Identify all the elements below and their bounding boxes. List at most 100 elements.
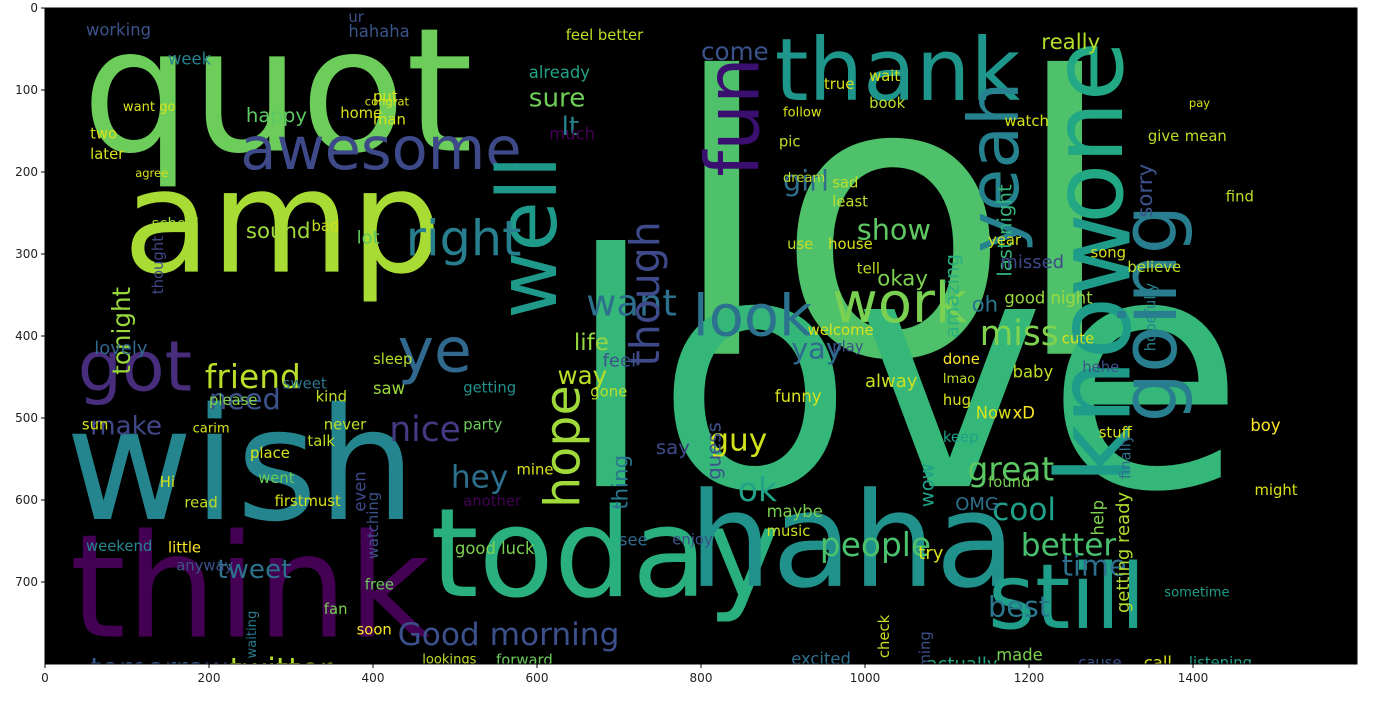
word-lot: lot — [357, 228, 380, 249]
y-tick-label: 400 — [15, 329, 38, 343]
word-fan: fan — [324, 601, 348, 618]
word-still: still — [988, 545, 1146, 650]
word-working: working — [86, 21, 151, 40]
word-excited: excited — [791, 650, 851, 669]
word-might: might — [1255, 482, 1298, 499]
word-man: man — [373, 112, 406, 129]
word-two: two — [90, 125, 117, 142]
word-call: call — [1144, 654, 1172, 673]
y-tick-label: 200 — [15, 165, 38, 179]
word-getting: getting — [463, 380, 516, 397]
word-right: right — [406, 210, 522, 268]
x-tick-label: 400 — [362, 671, 385, 685]
word-good-night: good night — [1004, 289, 1093, 308]
word-funny: funny — [775, 387, 822, 406]
word-hug: hug — [943, 392, 971, 409]
word-cause: cause — [1078, 654, 1121, 671]
word-wish: wish — [66, 374, 417, 556]
word-soon: soon — [357, 622, 392, 639]
word-never: never — [324, 417, 367, 434]
word-forward: forward — [496, 652, 553, 669]
word-fun: fun — [691, 57, 777, 177]
word-feel: feel — [603, 351, 637, 372]
word-tell: tell — [857, 261, 880, 278]
word-going: going — [1105, 205, 1195, 423]
word-come: come — [701, 37, 769, 66]
word-maybe: maybe — [767, 502, 823, 521]
word-show: show — [857, 213, 931, 247]
word-got: got — [78, 326, 192, 407]
word-much: much — [549, 125, 595, 144]
x-tick-label: 1200 — [1014, 671, 1045, 685]
word-true: true — [824, 76, 854, 93]
word-life: life — [574, 330, 609, 356]
word-girl: girl — [783, 163, 829, 197]
word-pic: pic — [779, 134, 801, 151]
y-tick-label: 300 — [15, 247, 38, 261]
word-lol: lol — [668, 0, 1118, 445]
word-baby: baby — [1013, 363, 1054, 382]
word-watch: watch — [1004, 113, 1049, 130]
word-pay: pay — [1189, 96, 1210, 110]
word-tomorrow: tomorrow — [90, 651, 228, 685]
word-quot: quot — [82, 0, 473, 192]
word-amp: amp — [123, 139, 442, 306]
y-tick-label: 700 — [15, 575, 38, 589]
word-guess: guess — [703, 422, 726, 480]
word-okay: okay — [877, 266, 928, 291]
word-hope: hope — [534, 385, 592, 508]
word-getting-ready: getting ready — [1113, 491, 1134, 613]
word-year: year — [988, 232, 1022, 249]
word-mean: mean — [1185, 128, 1227, 145]
word-boy: boy — [1250, 416, 1280, 435]
word-dream: dream — [783, 171, 825, 186]
word-happy: happy — [246, 104, 308, 127]
word-went: went — [258, 470, 295, 487]
word-school: school — [152, 216, 199, 233]
word-sweet: sweet — [283, 376, 327, 393]
word-time: time — [1062, 549, 1127, 583]
word-lovely: lovely — [94, 338, 148, 359]
plot-background — [45, 8, 1357, 664]
y-tick-label: 600 — [15, 493, 38, 507]
x-tick-label: 1000 — [850, 671, 881, 685]
word-play: play — [832, 339, 864, 356]
word-ye: ye — [398, 315, 472, 387]
word-read: read — [184, 494, 217, 511]
x-tick-label: 1400 — [1178, 671, 1209, 685]
word-song: song — [1091, 244, 1127, 261]
word-look: look — [693, 283, 813, 350]
word-wow: wow — [916, 463, 939, 507]
word-cool: cool — [992, 492, 1056, 528]
word-hey: hey — [451, 459, 508, 495]
word-miss: miss — [980, 314, 1059, 354]
y-tick-label: 0 — [30, 1, 38, 15]
word-try: try — [918, 543, 943, 564]
word-best: best — [988, 590, 1050, 624]
word-thing: thing — [608, 455, 633, 510]
word-really: really — [1041, 30, 1100, 55]
word-mine: mine — [517, 462, 554, 479]
word-sound: sound — [246, 219, 311, 244]
word-people: people — [820, 526, 931, 564]
word-today: today — [430, 483, 780, 626]
word-later: later — [90, 146, 125, 163]
word-carim: carim — [193, 421, 230, 436]
word-talk: talk — [307, 433, 335, 450]
word-believe: believe — [1127, 259, 1181, 276]
word-another: another — [463, 493, 522, 510]
word-keep: keep — [943, 429, 979, 446]
word-ur: ur — [348, 9, 364, 26]
word-use: use — [787, 236, 813, 253]
y-tick-label: 100 — [15, 83, 38, 97]
word-coming: coming — [917, 631, 934, 685]
word-see: see — [619, 531, 648, 550]
word-congrat: congrat — [365, 95, 410, 109]
word-little: little — [168, 540, 201, 557]
word-ok: ok — [738, 471, 777, 509]
word-alway: alway — [865, 371, 918, 392]
word-cute: cute — [1062, 330, 1094, 347]
word-twitter: twitter — [230, 652, 333, 688]
word-one: one — [1032, 41, 1146, 224]
word-omg: OMG — [955, 494, 999, 515]
